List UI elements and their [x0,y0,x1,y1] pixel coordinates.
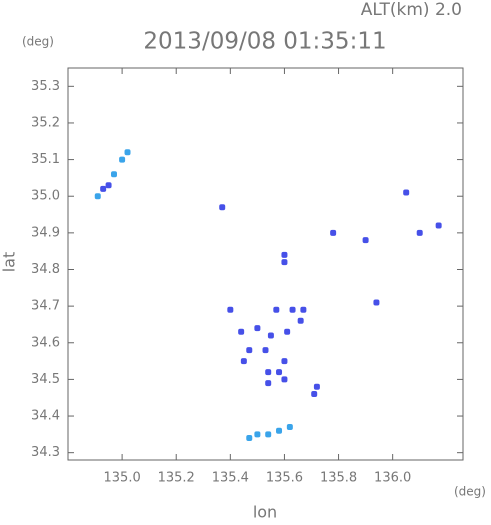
echo [254,431,261,438]
x-tick-label: 135.4 [212,471,249,486]
y-tick-label: 35.3 [31,79,60,94]
y-unit: (deg) [22,35,54,49]
y-tick-label: 34.3 [31,445,60,460]
echo [281,358,288,365]
echo [276,369,283,376]
y-axis-label: lat [0,252,19,273]
y-tick-label: 34.9 [31,225,60,240]
chart-title: 2013/09/08 01:35:11 [143,29,386,55]
x-tick-label: 135.0 [104,471,141,486]
echo [219,204,226,211]
echo [246,435,253,442]
echo [300,306,307,313]
echo [262,347,269,354]
y-tick-label: 34.6 [31,335,60,350]
echo [265,380,272,387]
echo [265,369,272,376]
echo [110,171,117,178]
echo [276,427,283,434]
y-tick-label: 35.0 [31,189,60,204]
y-tick-label: 35.2 [31,115,60,130]
echo [435,222,442,229]
echo [124,149,131,156]
y-tick-label: 34.7 [31,299,60,314]
echo [246,347,253,354]
echo [311,391,318,398]
echo [265,431,272,438]
echo [373,299,380,306]
echo [286,424,293,431]
echo [227,306,234,313]
echo [362,237,369,244]
echo [240,358,247,365]
x-tick-label: 135.6 [266,471,303,486]
echo [289,306,296,313]
y-tick-label: 34.5 [31,372,60,387]
x-tick-label: 136.0 [374,471,411,486]
y-tick-label: 34.4 [31,409,60,424]
x-axis-label: lon [253,503,277,522]
x-unit: (deg) [454,485,486,499]
y-tick-label: 34.8 [31,262,60,277]
x-tick-label: 135.8 [320,471,357,486]
echo [94,193,101,200]
echo [100,185,107,192]
echo [105,182,112,189]
echo [119,156,126,163]
echo [403,189,410,196]
echo [416,229,423,236]
echo [254,325,261,332]
echo [281,376,288,383]
y-tick-label: 35.1 [31,152,60,167]
echo [273,306,280,313]
echo [313,383,320,390]
echo [267,332,274,339]
plot-frame [67,67,464,461]
echo [297,317,304,324]
echo [281,251,288,258]
echo [238,328,245,335]
x-tick-label: 135.2 [158,471,195,486]
echo [284,328,291,335]
echo [281,259,288,266]
echo [330,229,337,236]
altitude: ALT(km) 2.0 [361,0,462,20]
